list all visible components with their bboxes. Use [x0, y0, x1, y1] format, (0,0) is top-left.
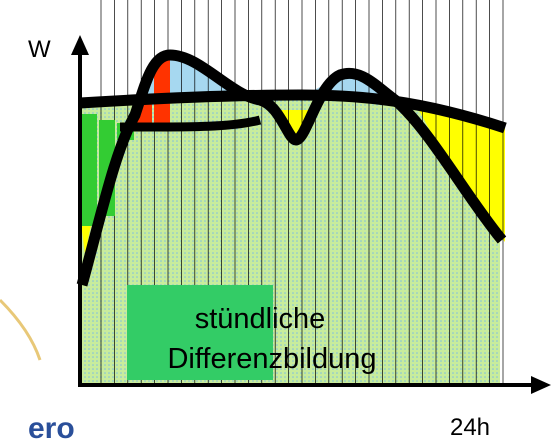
box-text: Differenzbildung	[167, 343, 376, 375]
label-box	[127, 285, 273, 380]
x-axis-arrow	[531, 376, 551, 394]
box-text: stündliche	[195, 303, 326, 335]
logo-text: ero	[28, 412, 75, 443]
y-axis-arrow	[71, 35, 89, 55]
logo-arc	[0, 298, 42, 361]
base-curve	[119, 115, 262, 132]
x-axis-label: 24h	[450, 414, 490, 441]
demand-curve	[79, 89, 507, 134]
y-axis-label: W	[28, 36, 51, 63]
bar	[80, 114, 97, 226]
bar	[154, 60, 170, 126]
generation-curve	[76, 49, 507, 287]
